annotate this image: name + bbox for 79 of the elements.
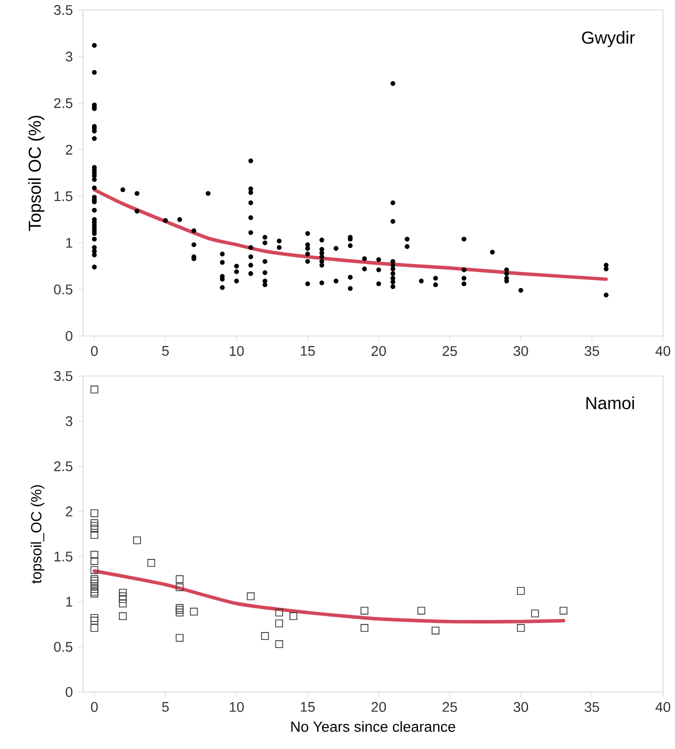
annotation: Namoi xyxy=(586,396,634,410)
x-axis-title: No Years since clearance xyxy=(291,721,456,732)
x-tick-label: 5 xyxy=(162,702,169,712)
point xyxy=(90,557,98,565)
point xyxy=(560,606,568,615)
point xyxy=(176,606,184,614)
point xyxy=(90,616,98,625)
y-tick-label: 3.5 xyxy=(54,5,72,15)
y-tick-label: 2.5 xyxy=(54,461,72,472)
x-tick-label: 40 xyxy=(655,702,670,712)
y-axis-title: Topsoil OC (%) xyxy=(28,116,44,231)
point xyxy=(360,624,368,632)
y-tick-label: 0 xyxy=(66,687,72,697)
x-tick-label: 30 xyxy=(513,346,528,356)
y-tick-label: 2.5 xyxy=(54,98,72,108)
x-tick-label: 25 xyxy=(442,702,457,712)
point xyxy=(90,519,98,528)
point xyxy=(176,575,184,583)
x-tick-label: 20 xyxy=(372,346,386,356)
y-tick-label: 0.5 xyxy=(54,642,72,652)
point xyxy=(90,531,98,539)
x-tick-label: 20 xyxy=(372,702,386,712)
x-tick-label: 10 xyxy=(230,702,244,712)
y-tick-label: 0.5 xyxy=(54,284,72,294)
point xyxy=(275,608,283,616)
line-series xyxy=(92,569,566,624)
y-tick-label: 2 xyxy=(66,506,72,516)
point xyxy=(90,550,98,559)
point xyxy=(260,632,269,640)
y-tick-label: 1.5 xyxy=(54,552,72,562)
point xyxy=(176,608,184,616)
x-tick-label: 25 xyxy=(442,346,457,356)
y-tick-label: 3.5 xyxy=(54,371,72,381)
y-tick-label: 3 xyxy=(66,52,72,62)
x-tick-label: 15 xyxy=(300,346,315,356)
point xyxy=(90,614,98,622)
point xyxy=(275,620,283,628)
point xyxy=(90,522,98,530)
point xyxy=(516,624,525,632)
point xyxy=(133,536,141,544)
point xyxy=(118,612,127,620)
point xyxy=(289,612,298,620)
point xyxy=(360,606,368,615)
point xyxy=(246,592,254,600)
point xyxy=(118,595,127,603)
point xyxy=(118,600,127,608)
point xyxy=(516,587,525,595)
point xyxy=(176,634,184,642)
point xyxy=(417,606,426,615)
point xyxy=(147,559,155,567)
y-tick-label: 0 xyxy=(66,331,72,341)
y-tick-label: 1.5 xyxy=(54,191,72,202)
x-tick-label: 15 xyxy=(300,702,315,712)
point xyxy=(90,580,98,588)
annotation: Gwydir xyxy=(582,31,635,48)
y-tick-label: 1 xyxy=(66,596,72,607)
x-tick-label: 35 xyxy=(584,702,600,712)
point xyxy=(531,610,539,618)
y-tick-label: 1 xyxy=(66,238,72,248)
x-tick-label: 40 xyxy=(655,346,670,356)
point xyxy=(118,588,127,597)
x-tick-label: 5 xyxy=(162,346,169,356)
point xyxy=(176,583,184,592)
x-tick-label: 10 xyxy=(230,346,244,356)
point xyxy=(275,640,283,648)
point xyxy=(90,566,98,574)
y-tick-label: 3 xyxy=(66,416,72,426)
x-tick-label: 30 xyxy=(513,702,528,712)
y-axis-title: topsoil_OC (%) xyxy=(30,485,44,584)
x-tick-label: 0 xyxy=(90,702,98,712)
point xyxy=(90,624,98,632)
point xyxy=(90,588,98,596)
x-tick-label: 0 xyxy=(90,346,98,356)
x-tick-label: 35 xyxy=(584,346,600,356)
y-tick-label: 2 xyxy=(66,144,72,155)
point xyxy=(90,509,98,518)
point xyxy=(90,386,98,394)
point xyxy=(190,608,198,616)
point xyxy=(432,626,440,634)
